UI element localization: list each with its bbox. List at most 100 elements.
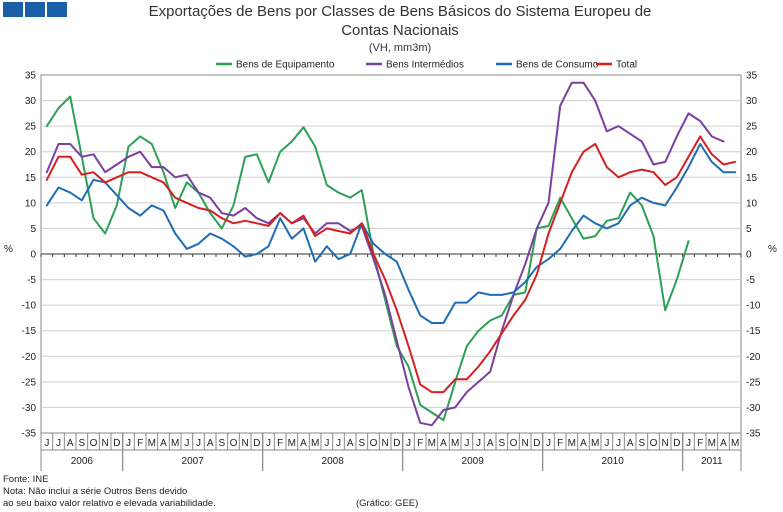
logo-square-1 <box>3 2 23 17</box>
legend-label: Bens Intermédios <box>386 60 464 71</box>
month-tick-label: A <box>580 438 587 449</box>
month-tick-label: J <box>406 438 411 449</box>
y-tick-label-right: 20 <box>746 147 758 158</box>
chart-credit: (Gráfico: GEE) <box>356 498 419 509</box>
month-tick-label: M <box>171 438 179 449</box>
y-tick-label-right: 25 <box>746 122 758 133</box>
month-tick-label: J <box>44 438 49 449</box>
y-axis-label-right: % <box>768 244 777 255</box>
month-tick-label: A <box>160 438 167 449</box>
month-tick-label: J <box>476 438 481 449</box>
y-tick-label-left: 25 <box>25 122 37 133</box>
y-tick-label-left: 20 <box>25 147 37 158</box>
month-tick-label: O <box>510 438 518 449</box>
month-tick-label: J <box>604 438 609 449</box>
month-tick-label: D <box>253 438 260 449</box>
month-tick-label: D <box>673 438 680 449</box>
month-tick-label: O <box>230 438 238 449</box>
y-tick-label-left: 15 <box>25 173 37 184</box>
y-tick-label-left: -10 <box>22 301 37 312</box>
y-tick-label-left: -20 <box>22 352 37 363</box>
y-tick-label-right: -15 <box>746 326 761 337</box>
month-tick-label: J <box>56 438 61 449</box>
month-tick-label: M <box>311 438 319 449</box>
month-tick-label: A <box>440 438 447 449</box>
year-label: 2009 <box>462 456 485 467</box>
chart-title-line-1: Exportações de Bens por Classes de Bens … <box>148 3 652 20</box>
series-line-bens-interm-dios <box>45 81 725 427</box>
year-label: 2007 <box>182 456 205 467</box>
month-tick-label: A <box>627 438 634 449</box>
month-tick-label: J <box>686 438 691 449</box>
month-tick-label: A <box>347 438 354 449</box>
month-tick-label: F <box>697 438 703 449</box>
series-line-bens-de-equipamento <box>45 95 690 422</box>
month-tick-label: M <box>708 438 716 449</box>
month-tick-label: N <box>242 438 249 449</box>
month-tick-label: F <box>277 438 283 449</box>
month-tick-label: O <box>90 438 98 449</box>
year-label: 2008 <box>322 456 345 467</box>
month-tick-label: J <box>616 438 621 449</box>
y-tick-label-right: -25 <box>746 377 761 388</box>
series-line-total <box>45 135 737 394</box>
legend-label: Bens de Equipamento <box>236 60 335 71</box>
y-tick-label-right: -30 <box>746 403 761 414</box>
y-tick-label-right: -35 <box>746 429 761 440</box>
month-tick-label: S <box>78 438 85 449</box>
y-tick-label-left: -35 <box>22 429 37 440</box>
y-tick-label-left: 30 <box>25 96 37 107</box>
month-tick-label: M <box>428 438 436 449</box>
y-tick-label-right: -10 <box>746 301 761 312</box>
y-tick-label-right: 30 <box>746 96 758 107</box>
month-tick-label: M <box>591 438 599 449</box>
y-tick-label-left: 5 <box>30 224 36 235</box>
year-label: 2011 <box>701 456 723 467</box>
month-tick-label: J <box>464 438 469 449</box>
y-tick-label-right: 0 <box>746 250 752 261</box>
month-tick-label: F <box>557 438 563 449</box>
month-tick-label: S <box>498 438 505 449</box>
y-tick-label-right: -20 <box>746 352 761 363</box>
series-line-bens-de-consumo <box>45 143 737 324</box>
month-tick-label: M <box>148 438 156 449</box>
y-tick-label-left: 10 <box>25 198 37 209</box>
month-tick-label: J <box>126 438 131 449</box>
month-tick-label: J <box>266 438 271 449</box>
month-tick-label: N <box>662 438 669 449</box>
y-tick-label-left: -15 <box>22 326 37 337</box>
month-tick-label: O <box>650 438 658 449</box>
month-tick-label: S <box>358 438 365 449</box>
year-label: 2006 <box>71 456 94 467</box>
logo-square-2 <box>25 2 45 17</box>
month-tick-label: M <box>288 438 296 449</box>
month-tick-label: M <box>451 438 459 449</box>
y-tick-label-left: 0 <box>30 250 36 261</box>
y-tick-label-left: -25 <box>22 377 37 388</box>
month-tick-label: D <box>393 438 400 449</box>
month-tick-label: N <box>382 438 389 449</box>
year-label: 2010 <box>602 456 625 467</box>
month-tick-label: J <box>324 438 329 449</box>
chart-subtitle: (VH, mm3m) <box>368 42 432 54</box>
y-tick-label-right: 10 <box>746 198 758 209</box>
legend-label: Total <box>616 60 637 71</box>
y-tick-label-left: 35 <box>25 71 37 82</box>
month-tick-label: N <box>102 438 109 449</box>
month-tick-label: J <box>184 438 189 449</box>
month-tick-label: S <box>218 438 225 449</box>
month-tick-label: N <box>522 438 529 449</box>
y-axis-label-left: % <box>4 244 13 255</box>
month-tick-label: S <box>638 438 645 449</box>
legend-label: Bens de Consumo <box>516 60 599 71</box>
y-tick-label-right: 35 <box>746 71 758 82</box>
month-tick-label: M <box>568 438 576 449</box>
y-tick-label-right: 15 <box>746 173 758 184</box>
footnote-line-2: ao seu baixo valor relativo e elevada va… <box>3 498 216 509</box>
month-tick-label: F <box>137 438 143 449</box>
y-tick-label-right: 5 <box>746 224 752 235</box>
y-tick-label-right: -5 <box>746 275 755 286</box>
month-tick-label: J <box>196 438 201 449</box>
month-tick-label: J <box>336 438 341 449</box>
